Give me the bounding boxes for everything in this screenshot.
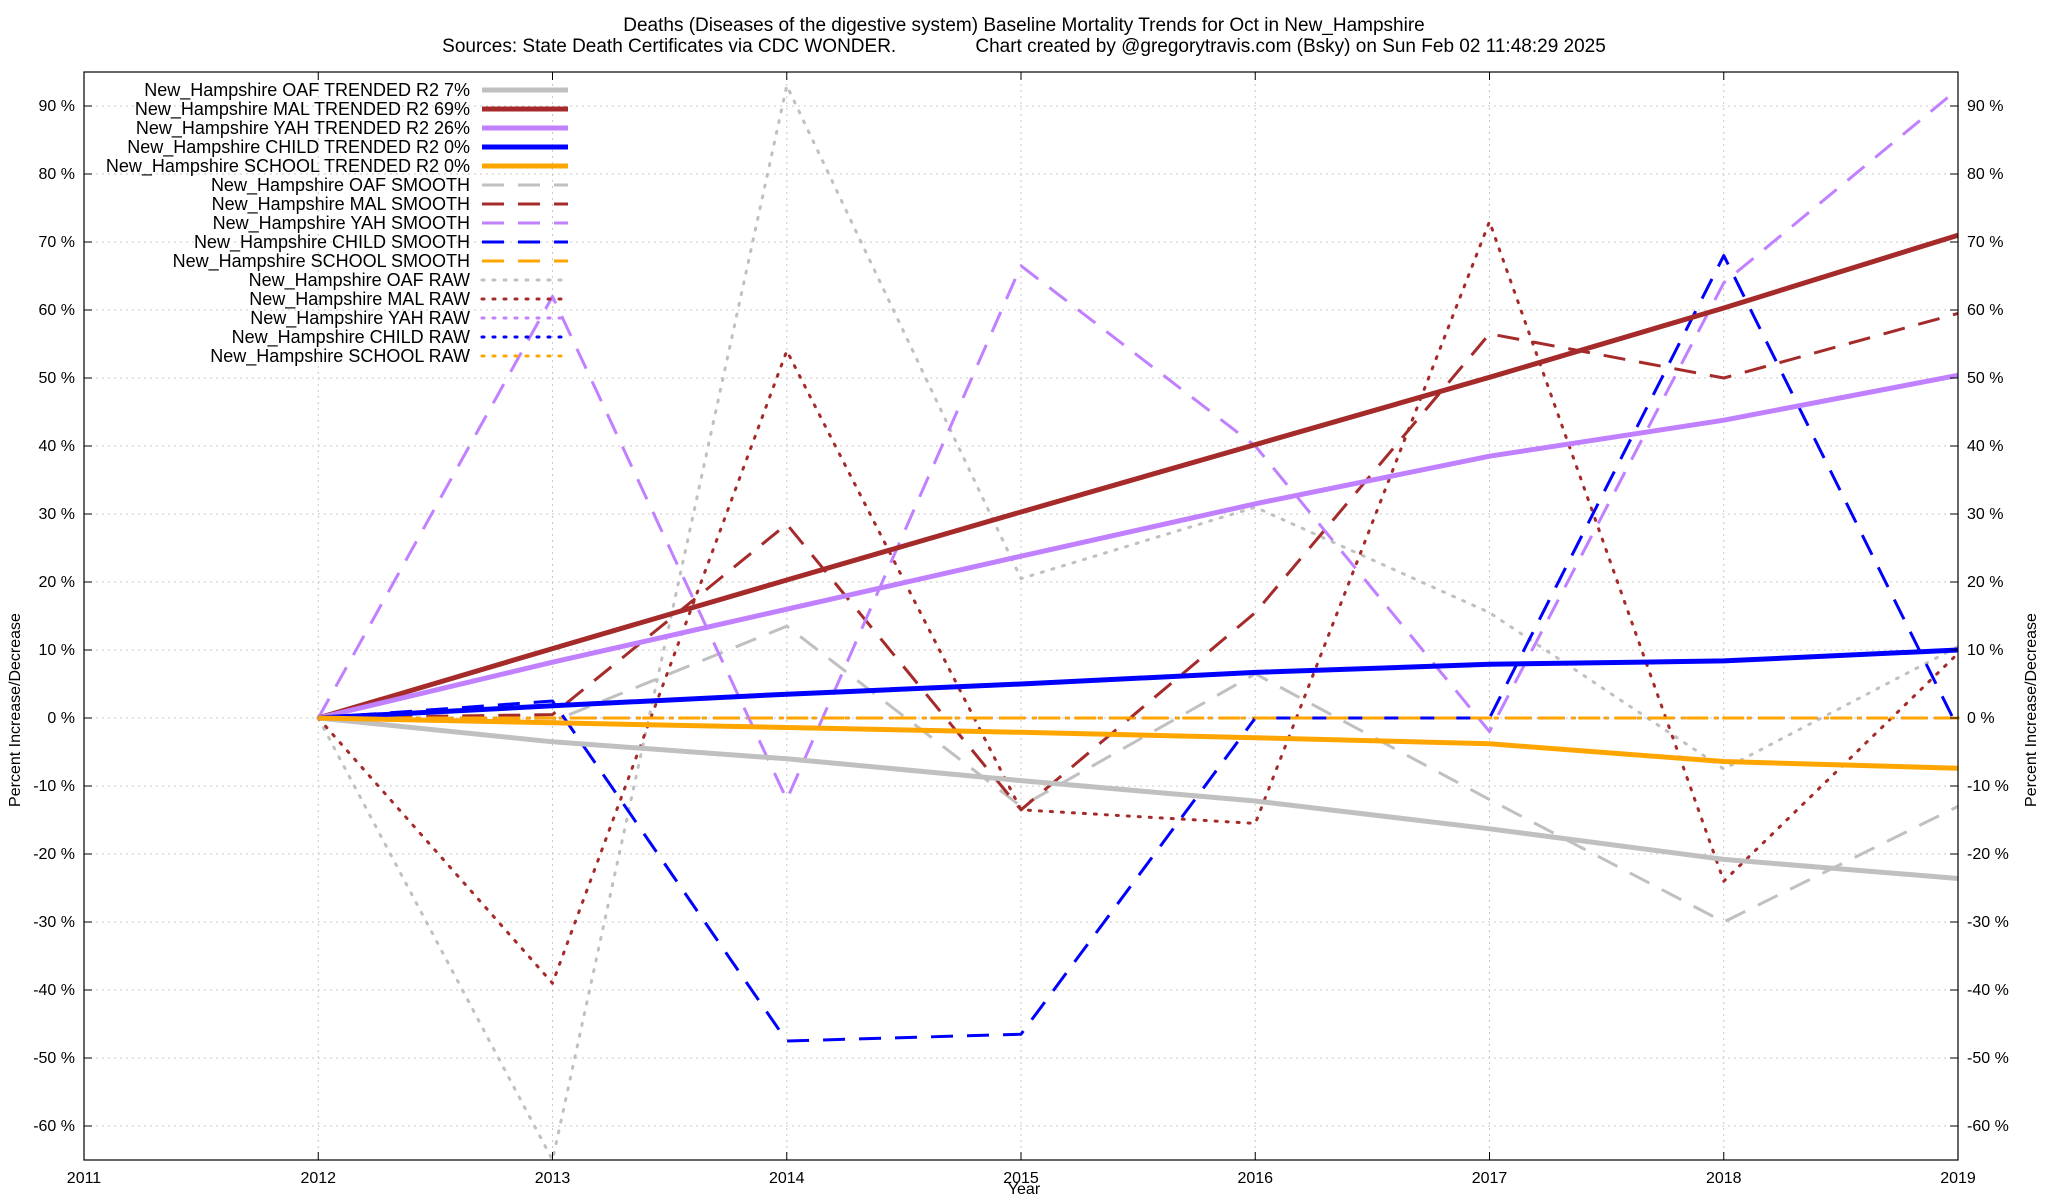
y2-tick-label: 0 %	[1967, 710, 1995, 727]
y2-tick-label: 80 %	[1967, 166, 2003, 183]
y2-tick-label: -20 %	[1967, 846, 2009, 863]
x-tick-label: 2015	[1003, 1170, 1039, 1187]
series-line	[318, 254, 1960, 1043]
x-tick-label: 2016	[1237, 1170, 1273, 1187]
legend-label: New_Hampshire SCHOOL TRENDED R2 0%	[106, 156, 470, 177]
legend-label: New_Hampshire OAF SMOOTH	[211, 175, 470, 196]
x-tick-label: 2018	[1706, 1170, 1742, 1187]
series-line	[318, 715, 1959, 771]
legend-label: New_Hampshire OAF TRENDED R2 7%	[144, 80, 470, 101]
series-line	[318, 624, 1959, 924]
y-tick-label: 70 %	[39, 234, 75, 251]
series-line	[317, 232, 1959, 721]
chart-title: Deaths (Diseases of the digestive system…	[623, 15, 1424, 36]
y-tick-label: 60 %	[39, 302, 75, 319]
y-tick-label: 40 %	[39, 438, 75, 455]
legend-label: New_Hampshire SCHOOL RAW	[210, 346, 470, 367]
series-line	[318, 311, 1959, 812]
legend-label: New_Hampshire MAL RAW	[249, 289, 470, 310]
x-tick-label: 2013	[535, 1170, 571, 1187]
x-tick-label: 2011	[67, 1170, 102, 1187]
y2-tick-label: 60 %	[1967, 302, 2003, 319]
y-tick-label: 20 %	[39, 574, 75, 591]
y2-tick-label: -10 %	[1967, 778, 2009, 795]
y2-tick-label: 40 %	[1967, 438, 2003, 455]
x-tick-label: 2014	[769, 1170, 805, 1187]
legend-label: New_Hampshire YAH SMOOTH	[213, 213, 470, 234]
series-line	[318, 647, 1959, 721]
y-tick-label: -20 %	[33, 846, 75, 863]
y-tick-label: 80 %	[39, 166, 75, 183]
legend-label: New_Hampshire CHILD RAW	[232, 327, 470, 348]
y-tick-label: 50 %	[39, 370, 75, 387]
y2-tick-label: 70 %	[1967, 234, 2003, 251]
y2-tick-label: -60 %	[1967, 1118, 2009, 1135]
series-line	[318, 715, 1959, 881]
y-tick-label: 30 %	[39, 506, 75, 523]
series-line	[316, 87, 1959, 802]
legend: New_Hampshire OAF TRENDED R2 7%New_Hamps…	[106, 80, 570, 367]
y-tick-label: 0 %	[47, 710, 75, 727]
y2-tick-label: 10 %	[1967, 642, 2003, 659]
y2-tick-label: -40 %	[1967, 982, 2009, 999]
legend-label: New_Hampshire CHILD SMOOTH	[194, 232, 470, 253]
y2-tick-label: 90 %	[1967, 98, 2003, 115]
x-tick-label: 2017	[1472, 1170, 1508, 1187]
series-line	[316, 84, 1960, 1162]
legend-label: New_Hampshire CHILD TRENDED R2 0%	[127, 137, 470, 158]
y2-tick-label: -50 %	[1967, 1050, 2009, 1067]
legend-label: New_Hampshire MAL TRENDED R2 69%	[135, 99, 470, 120]
plot-series	[316, 84, 1960, 1162]
y2-tick-label: 50 %	[1967, 370, 2003, 387]
y-tick-label: 90 %	[39, 98, 75, 115]
legend-label: New_Hampshire MAL SMOOTH	[212, 194, 470, 215]
x-tick-label: 2012	[300, 1170, 336, 1187]
legend-label: New_Hampshire SCHOOL SMOOTH	[173, 251, 470, 272]
y-tick-label: -50 %	[33, 1050, 75, 1067]
y-tick-label: -60 %	[33, 1118, 75, 1135]
legend-label: New_Hampshire OAF RAW	[249, 270, 470, 291]
legend-label: New_Hampshire YAH TRENDED R2 26%	[136, 118, 470, 139]
y2-axis-title: Percent Increase/Decrease	[2023, 613, 2040, 807]
y-tick-label: 10 %	[39, 642, 75, 659]
y-axis-title: Percent Increase/Decrease	[7, 613, 24, 807]
y-tick-label: -40 %	[33, 982, 75, 999]
y2-tick-label: 20 %	[1967, 574, 2003, 591]
y2-tick-label: 30 %	[1967, 506, 2003, 523]
series-line	[316, 220, 1960, 985]
legend-label: New_Hampshire YAH RAW	[250, 308, 470, 329]
chart-subtitle: Sources: State Death Certificates via CD…	[442, 36, 1606, 57]
series-line	[317, 372, 1959, 721]
y-tick-label: -30 %	[33, 914, 75, 931]
x-axis-title: Year	[1008, 1181, 1041, 1198]
y-tick-label: -10 %	[33, 778, 75, 795]
x-tick-label: 2019	[1940, 1170, 1976, 1187]
y2-tick-label: -30 %	[1967, 914, 2009, 931]
axis-ticks: 2011 2012 2013 2014 2015 2016 2017 2018 2019 -60 …	[33, 72, 2009, 1187]
